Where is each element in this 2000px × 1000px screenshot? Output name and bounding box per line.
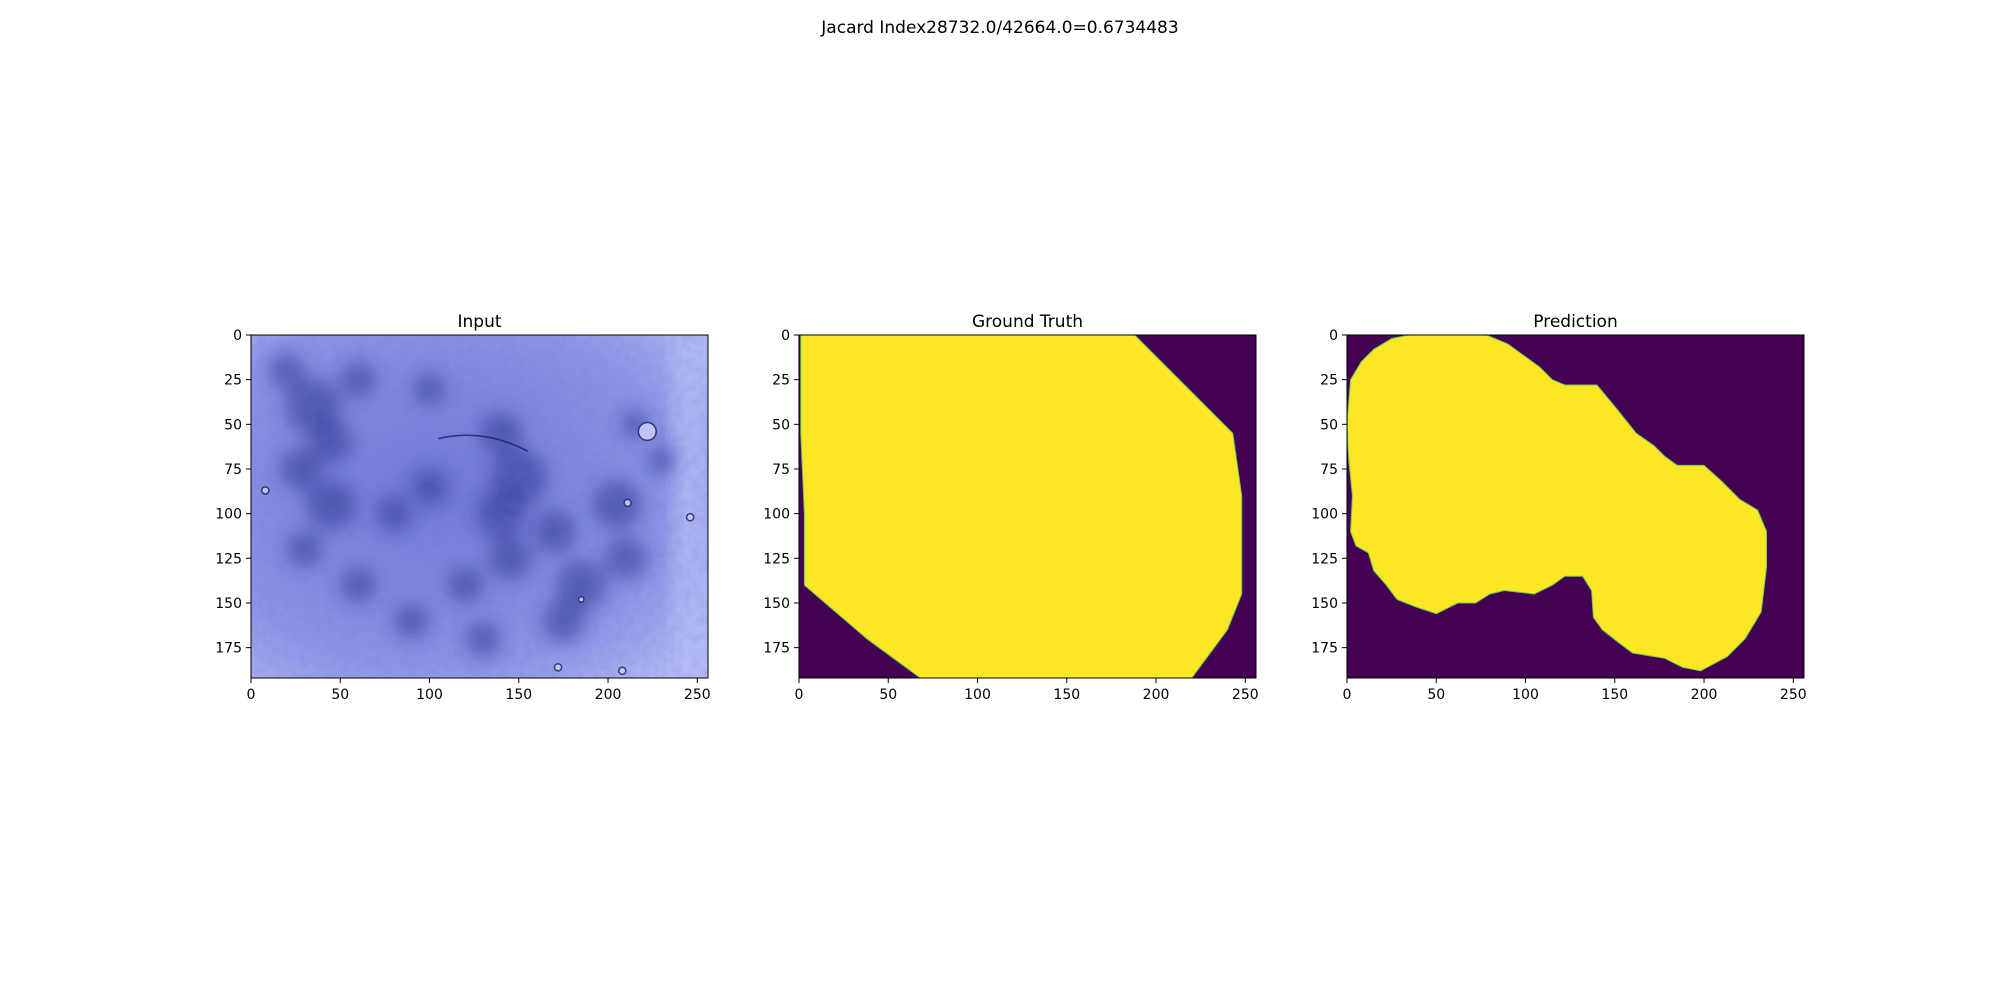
y-tick-label: 175 <box>763 641 790 657</box>
x-tick-label: 250 <box>1780 687 1807 703</box>
bubble-artifact <box>577 595 585 603</box>
bubble-artifact <box>637 421 657 442</box>
x-tick-label: 150 <box>1053 687 1080 703</box>
y-tick-label: 75 <box>772 462 790 478</box>
y-tick-label: 25 <box>224 373 242 389</box>
y-tick-label: 150 <box>215 596 242 612</box>
figure-suptitle: Jacard Index28732.0/42664.0=0.6734483 <box>820 18 1178 38</box>
x-tick-label: 50 <box>331 687 349 703</box>
x-tick-label: 0 <box>247 687 256 703</box>
axes-frame <box>250 334 709 679</box>
y-tick-label: 175 <box>1311 641 1338 657</box>
y-tick-label: 75 <box>224 462 242 478</box>
y-tick-label: 0 <box>233 328 242 344</box>
image-content <box>1347 335 1804 678</box>
y-tick-label: 125 <box>763 551 790 567</box>
subplot-2: Ground Truth 0 50 100 150 200 250 0 25 50 75 100 125… <box>763 312 1258 703</box>
x-tick-label: 100 <box>1512 687 1539 703</box>
y-tick-label: 75 <box>1320 462 1338 478</box>
bubble-artifact <box>553 662 563 672</box>
y-tick-label: 25 <box>772 373 790 389</box>
hair-strand <box>438 434 529 452</box>
x-tick-label: 100 <box>416 687 443 703</box>
y-tick-label: 175 <box>215 641 242 657</box>
y-tick-label: 100 <box>763 507 790 523</box>
y-tick-label: 125 <box>1311 551 1338 567</box>
subplot-title: Input <box>457 312 501 332</box>
bubble-artifact <box>623 498 632 508</box>
y-tick-label: 100 <box>1311 507 1338 523</box>
image-content <box>799 335 1256 678</box>
x-tick-label: 100 <box>964 687 991 703</box>
x-tick-label: 150 <box>1601 687 1628 703</box>
y-tick-label: 50 <box>1320 417 1338 433</box>
y-tick-label: 0 <box>1329 328 1338 344</box>
y-tick-label: 150 <box>1311 596 1338 612</box>
mask-foreground-region <box>800 335 1243 678</box>
x-tick-label: 200 <box>1143 687 1170 703</box>
x-tick-label: 200 <box>595 687 622 703</box>
input-image-texture <box>251 335 708 678</box>
axes-frame <box>798 334 1257 679</box>
y-tick-label: 50 <box>772 417 790 433</box>
x-tick-label: 0 <box>795 687 804 703</box>
subplot-1: Input 0 50 100 150 200 250 0 25 50 75 100 125 150 175 <box>215 312 710 703</box>
subplot-title: Prediction <box>1533 312 1617 332</box>
subplot-title: Ground Truth <box>972 312 1083 332</box>
subplot-3: Prediction 0 50 100 150 200 250 0 25 50 75 100 125 15… <box>1311 312 1806 703</box>
x-tick-label: 250 <box>684 687 711 703</box>
x-tick-label: 50 <box>879 687 897 703</box>
image-content <box>251 335 708 678</box>
y-tick-label: 25 <box>1320 373 1338 389</box>
x-tick-label: 200 <box>1691 687 1718 703</box>
y-tick-label: 150 <box>763 596 790 612</box>
bubble-artifact <box>260 486 270 495</box>
axes-frame <box>1346 334 1805 679</box>
bubble-artifact <box>617 666 627 676</box>
y-tick-label: 100 <box>215 507 242 523</box>
y-tick-label: 50 <box>224 417 242 433</box>
x-tick-label: 0 <box>1343 687 1352 703</box>
mask-foreground-region <box>1347 335 1767 672</box>
x-tick-label: 150 <box>505 687 532 703</box>
y-tick-label: 125 <box>215 551 242 567</box>
x-tick-label: 50 <box>1427 687 1445 703</box>
y-tick-label: 0 <box>781 328 790 344</box>
bubble-artifact <box>685 512 695 522</box>
x-tick-label: 250 <box>1232 687 1259 703</box>
